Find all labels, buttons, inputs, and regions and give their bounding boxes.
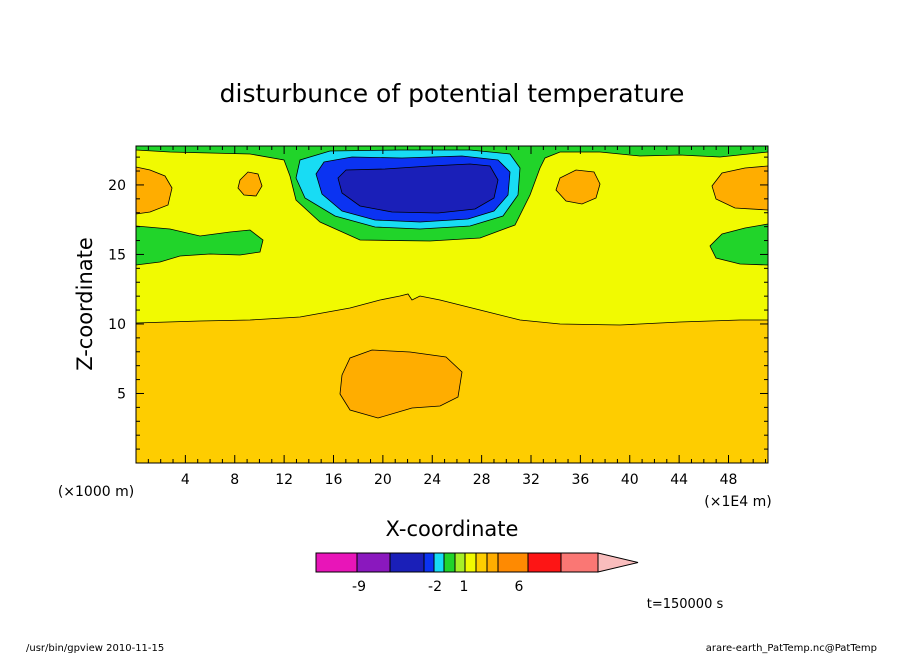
colorbar-swatch	[497, 552, 529, 573]
colorbar-swatch	[475, 552, 488, 573]
colorbar-swatch	[560, 552, 599, 573]
colorbar-swatch	[454, 552, 466, 573]
y-axis: 5 10 15 20	[108, 156, 768, 450]
x-tick-label: 12	[275, 472, 293, 488]
colorbar-swatch	[423, 552, 435, 573]
x-tick-label: 32	[522, 472, 540, 488]
x-tick-label: 8	[230, 472, 239, 488]
y-tick-label: 5	[117, 386, 126, 402]
colorbar-swatch	[389, 552, 425, 573]
region-lower-warm-blob	[339, 349, 463, 419]
time-label: t=150000 s	[647, 597, 724, 612]
footer-right: arare-earth_PatTemp.nc@PatTemp	[706, 643, 877, 654]
plot-area	[136, 146, 768, 463]
x-axis-title: X-coordinate	[386, 517, 519, 541]
region-cold-core	[337, 163, 499, 214]
plot-frame	[135, 145, 769, 464]
region-left-warm-blob	[136, 166, 173, 215]
chart-title: disturbunce of potential temperature	[220, 79, 685, 108]
x-axis: 4 8 12 16 20 24 28 32 36 40 44 48	[147, 146, 767, 488]
x-tick-label: 20	[374, 472, 392, 488]
colorbar-swatch	[433, 552, 445, 573]
region-right-warm-blob	[711, 165, 768, 211]
y-tick-label: 20	[108, 178, 126, 194]
colorbar-label: -2	[428, 579, 442, 595]
colorbar-label: 6	[515, 579, 524, 595]
region-mid-warm-blob	[555, 169, 601, 205]
colorbar-label: 1	[460, 579, 469, 595]
x-tick-label: 4	[181, 472, 190, 488]
x-tick-label: 44	[670, 472, 688, 488]
colorbar-swatch	[443, 552, 456, 573]
x-tick-label: 24	[423, 472, 441, 488]
y-axis-title: Z-coordinate	[73, 237, 97, 371]
region-right-green-blob	[709, 223, 768, 266]
x-tick-label: 16	[325, 472, 343, 488]
x-tick-label: 40	[621, 472, 639, 488]
x-tick-label: 36	[571, 472, 589, 488]
colorbar-label: -9	[352, 579, 366, 595]
colorbar-swatch	[464, 552, 477, 573]
region-small-warm-blob	[237, 171, 263, 197]
y-unit-label: (×1000 m)	[58, 484, 134, 500]
x-tick-label: 28	[473, 472, 491, 488]
footer-left: /usr/bin/gpview 2010-11-15	[26, 643, 164, 654]
colorbar-arrow	[597, 552, 639, 573]
colorbar-swatch	[527, 552, 562, 573]
y-tick-label: 10	[108, 317, 126, 333]
colorbar-swatch	[486, 552, 499, 573]
x-tick-label: 48	[720, 472, 738, 488]
y-tick-label: 15	[108, 247, 126, 263]
colorbar: -9 -2 1 6	[315, 552, 639, 595]
colorbar-swatch	[315, 552, 358, 573]
region-left-green-blob	[136, 225, 264, 266]
x-unit-label: (×1E4 m)	[704, 494, 771, 510]
colorbar-swatch	[356, 552, 391, 573]
